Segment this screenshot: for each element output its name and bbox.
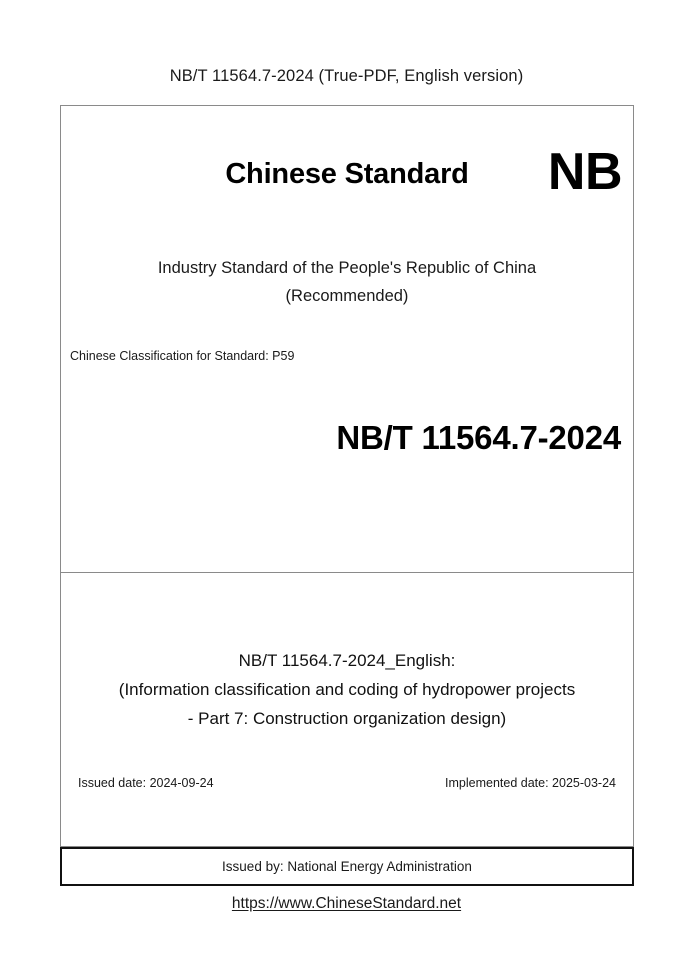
classification-line: Chinese Classification for Standard: P59 [70,349,295,363]
english-title-line-2: (Information classification and coding o… [118,680,576,699]
subtitle-block: Industry Standard of the People's Republ… [61,254,633,310]
english-title-block: NB/T 11564.7-2024_English: (Information … [65,646,629,733]
issuer-text: Issued by: National Energy Administratio… [222,859,472,874]
page-header-label: NB/T 11564.7-2024 (True-PDF, English ver… [169,67,524,85]
date-row: Issued date: 2024-09-24 Implemented date… [78,776,616,796]
english-title-line-3: - Part 7: Construction organization desi… [187,709,507,728]
subtitle-line-2: (Recommended) [285,287,409,305]
implemented-date: Implemented date: 2025-03-24 [445,776,616,790]
cover-frame: Chinese Standard NB Industry Standard of… [60,105,634,847]
footer-url[interactable]: https://www.ChineseStandard.net [231,895,462,912]
nb-logo: NB [547,143,623,201]
issued-date: Issued date: 2024-09-24 [78,776,214,790]
cover-upper-section: Chinese Standard NB Industry Standard of… [61,106,633,573]
standard-title: Chinese Standard [225,158,469,190]
subtitle-line-1: Industry Standard of the People's Republ… [157,259,537,277]
issuer-bar: Issued by: National Energy Administratio… [60,847,634,886]
standard-number: NB/T 11564.7-2024 [336,419,621,456]
cover-lower-section: NB/T 11564.7-2024_English: (Information … [61,574,633,846]
title-row: Chinese Standard NB [61,146,633,206]
english-title-line-1: NB/T 11564.7-2024_English: [238,651,456,670]
